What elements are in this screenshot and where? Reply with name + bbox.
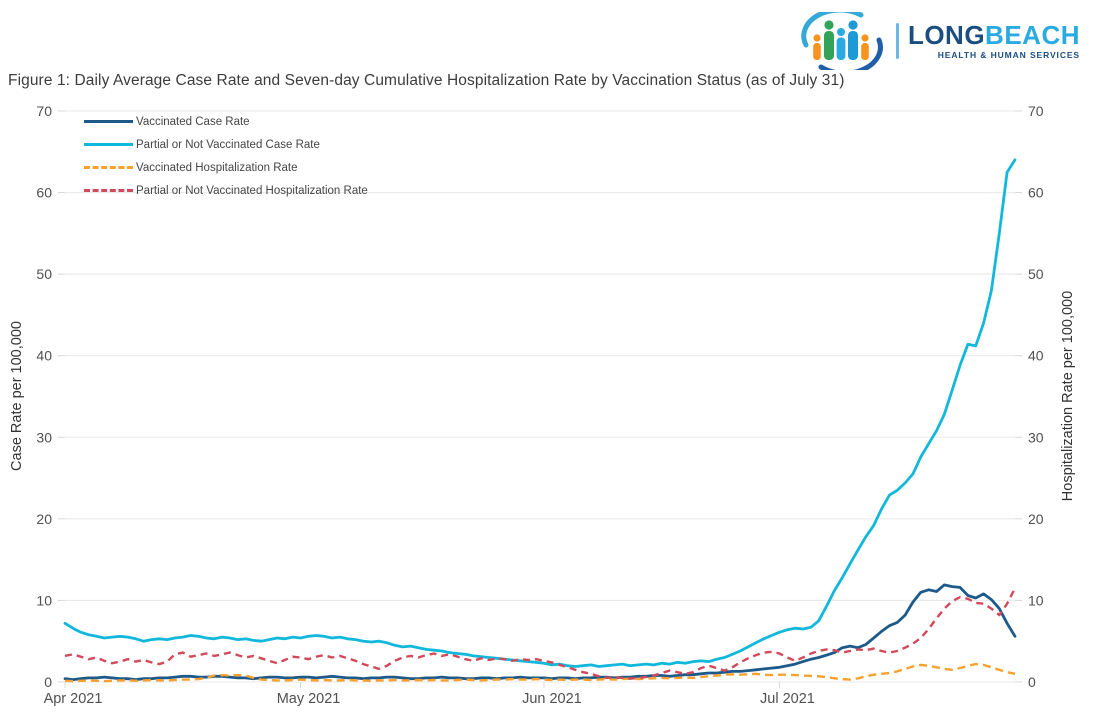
legend-swatch-orange-dashed [84, 166, 133, 169]
logo-subtext: HEALTH & HUMAN SERVICES [937, 50, 1080, 60]
left-axis-tick-label-40: 40 [36, 348, 52, 364]
left-axis-tick-label-50: 50 [36, 266, 52, 282]
logo-wordmark: LONGBEACH [908, 22, 1080, 48]
logo-figure-orange-right [861, 34, 869, 60]
left-axis-tick-label-30: 30 [36, 429, 52, 445]
legend-label: Partial or Not Vaccinated Case Rate [136, 138, 320, 151]
logo-figure-cyan [836, 28, 846, 60]
left-axis-tick-label-70: 70 [36, 103, 52, 119]
right-axis-title: Hospitalization Rate per 100,000 [1060, 290, 1076, 502]
legend-item-vaccinated-case-rate[interactable]: Vaccinated Case Rate [84, 110, 368, 133]
left-axis-tick-label-20: 20 [36, 511, 52, 527]
logo-word-beach: BEACH [985, 20, 1080, 50]
series-line-vaccinated-case-rate [63, 583, 1017, 681]
left-axis-title: Case Rate per 100,000 [9, 321, 25, 471]
legend-item-partial-case-rate[interactable]: Partial or Not Vaccinated Case Rate [84, 133, 368, 156]
right-axis-tick-label-50: 50 [1028, 266, 1044, 282]
logo-people-icon [801, 12, 883, 70]
legend-swatch-red-dashed [84, 189, 133, 192]
legend-label: Partial or Not Vaccinated Hospitalizatio… [136, 184, 368, 197]
chart-legend: Vaccinated Case Rate Partial or Not Vacc… [84, 110, 368, 202]
legend-swatch-navy-solid [84, 120, 133, 123]
legend-item-partial-hosp-rate[interactable]: Partial or Not Vaccinated Hospitalizatio… [84, 179, 368, 202]
series-line-vaccinated-hospitalization-rate [64, 662, 1016, 683]
series-line-partial-or-not-vaccinated-hospitalization-rate [64, 587, 1017, 680]
series-line-partial-or-not-vaccinated-case-rate [63, 158, 1017, 668]
x-axis-tick-label-Jun 2021: Jun 2021 [522, 691, 582, 707]
legend-item-vaccinated-hosp-rate[interactable]: Vaccinated Hospitalization Rate [84, 156, 368, 179]
legend-swatch-cyan-solid [84, 143, 133, 146]
longbeach-health-logo: LONGBEACH HEALTH & HUMAN SERVICES [799, 12, 1080, 70]
left-axis-tick-label-10: 10 [36, 592, 52, 608]
right-axis-tick-label-20: 20 [1028, 511, 1044, 527]
figure-title: Figure 1: Daily Average Case Rate and Se… [8, 72, 845, 89]
legend-label: Vaccinated Case Rate [136, 115, 250, 128]
right-axis-tick-label-40: 40 [1028, 348, 1044, 364]
left-axis-tick-label-60: 60 [36, 185, 52, 201]
right-axis-tick-label-30: 30 [1028, 429, 1044, 445]
logo-separator [895, 23, 899, 59]
x-axis-tick-label-Jul 2021: Jul 2021 [760, 691, 815, 707]
logo-figure-orange-left [813, 34, 821, 60]
right-axis-tick-label-60: 60 [1028, 185, 1044, 201]
legend-label: Vaccinated Hospitalization Rate [136, 161, 298, 174]
x-axis-tick-label-Apr 2021: Apr 2021 [44, 691, 103, 707]
right-axis-tick-label-10: 10 [1028, 592, 1044, 608]
logo-word-long: LONG [907, 20, 986, 50]
left-axis-tick-label-0: 0 [44, 674, 52, 690]
right-axis-tick-label-0: 0 [1028, 674, 1036, 690]
right-axis-tick-label-70: 70 [1028, 103, 1044, 119]
x-axis-tick-label-May 2021: May 2021 [277, 691, 341, 707]
logo-figure-teal [847, 20, 858, 60]
logo-figure-green [823, 20, 834, 60]
